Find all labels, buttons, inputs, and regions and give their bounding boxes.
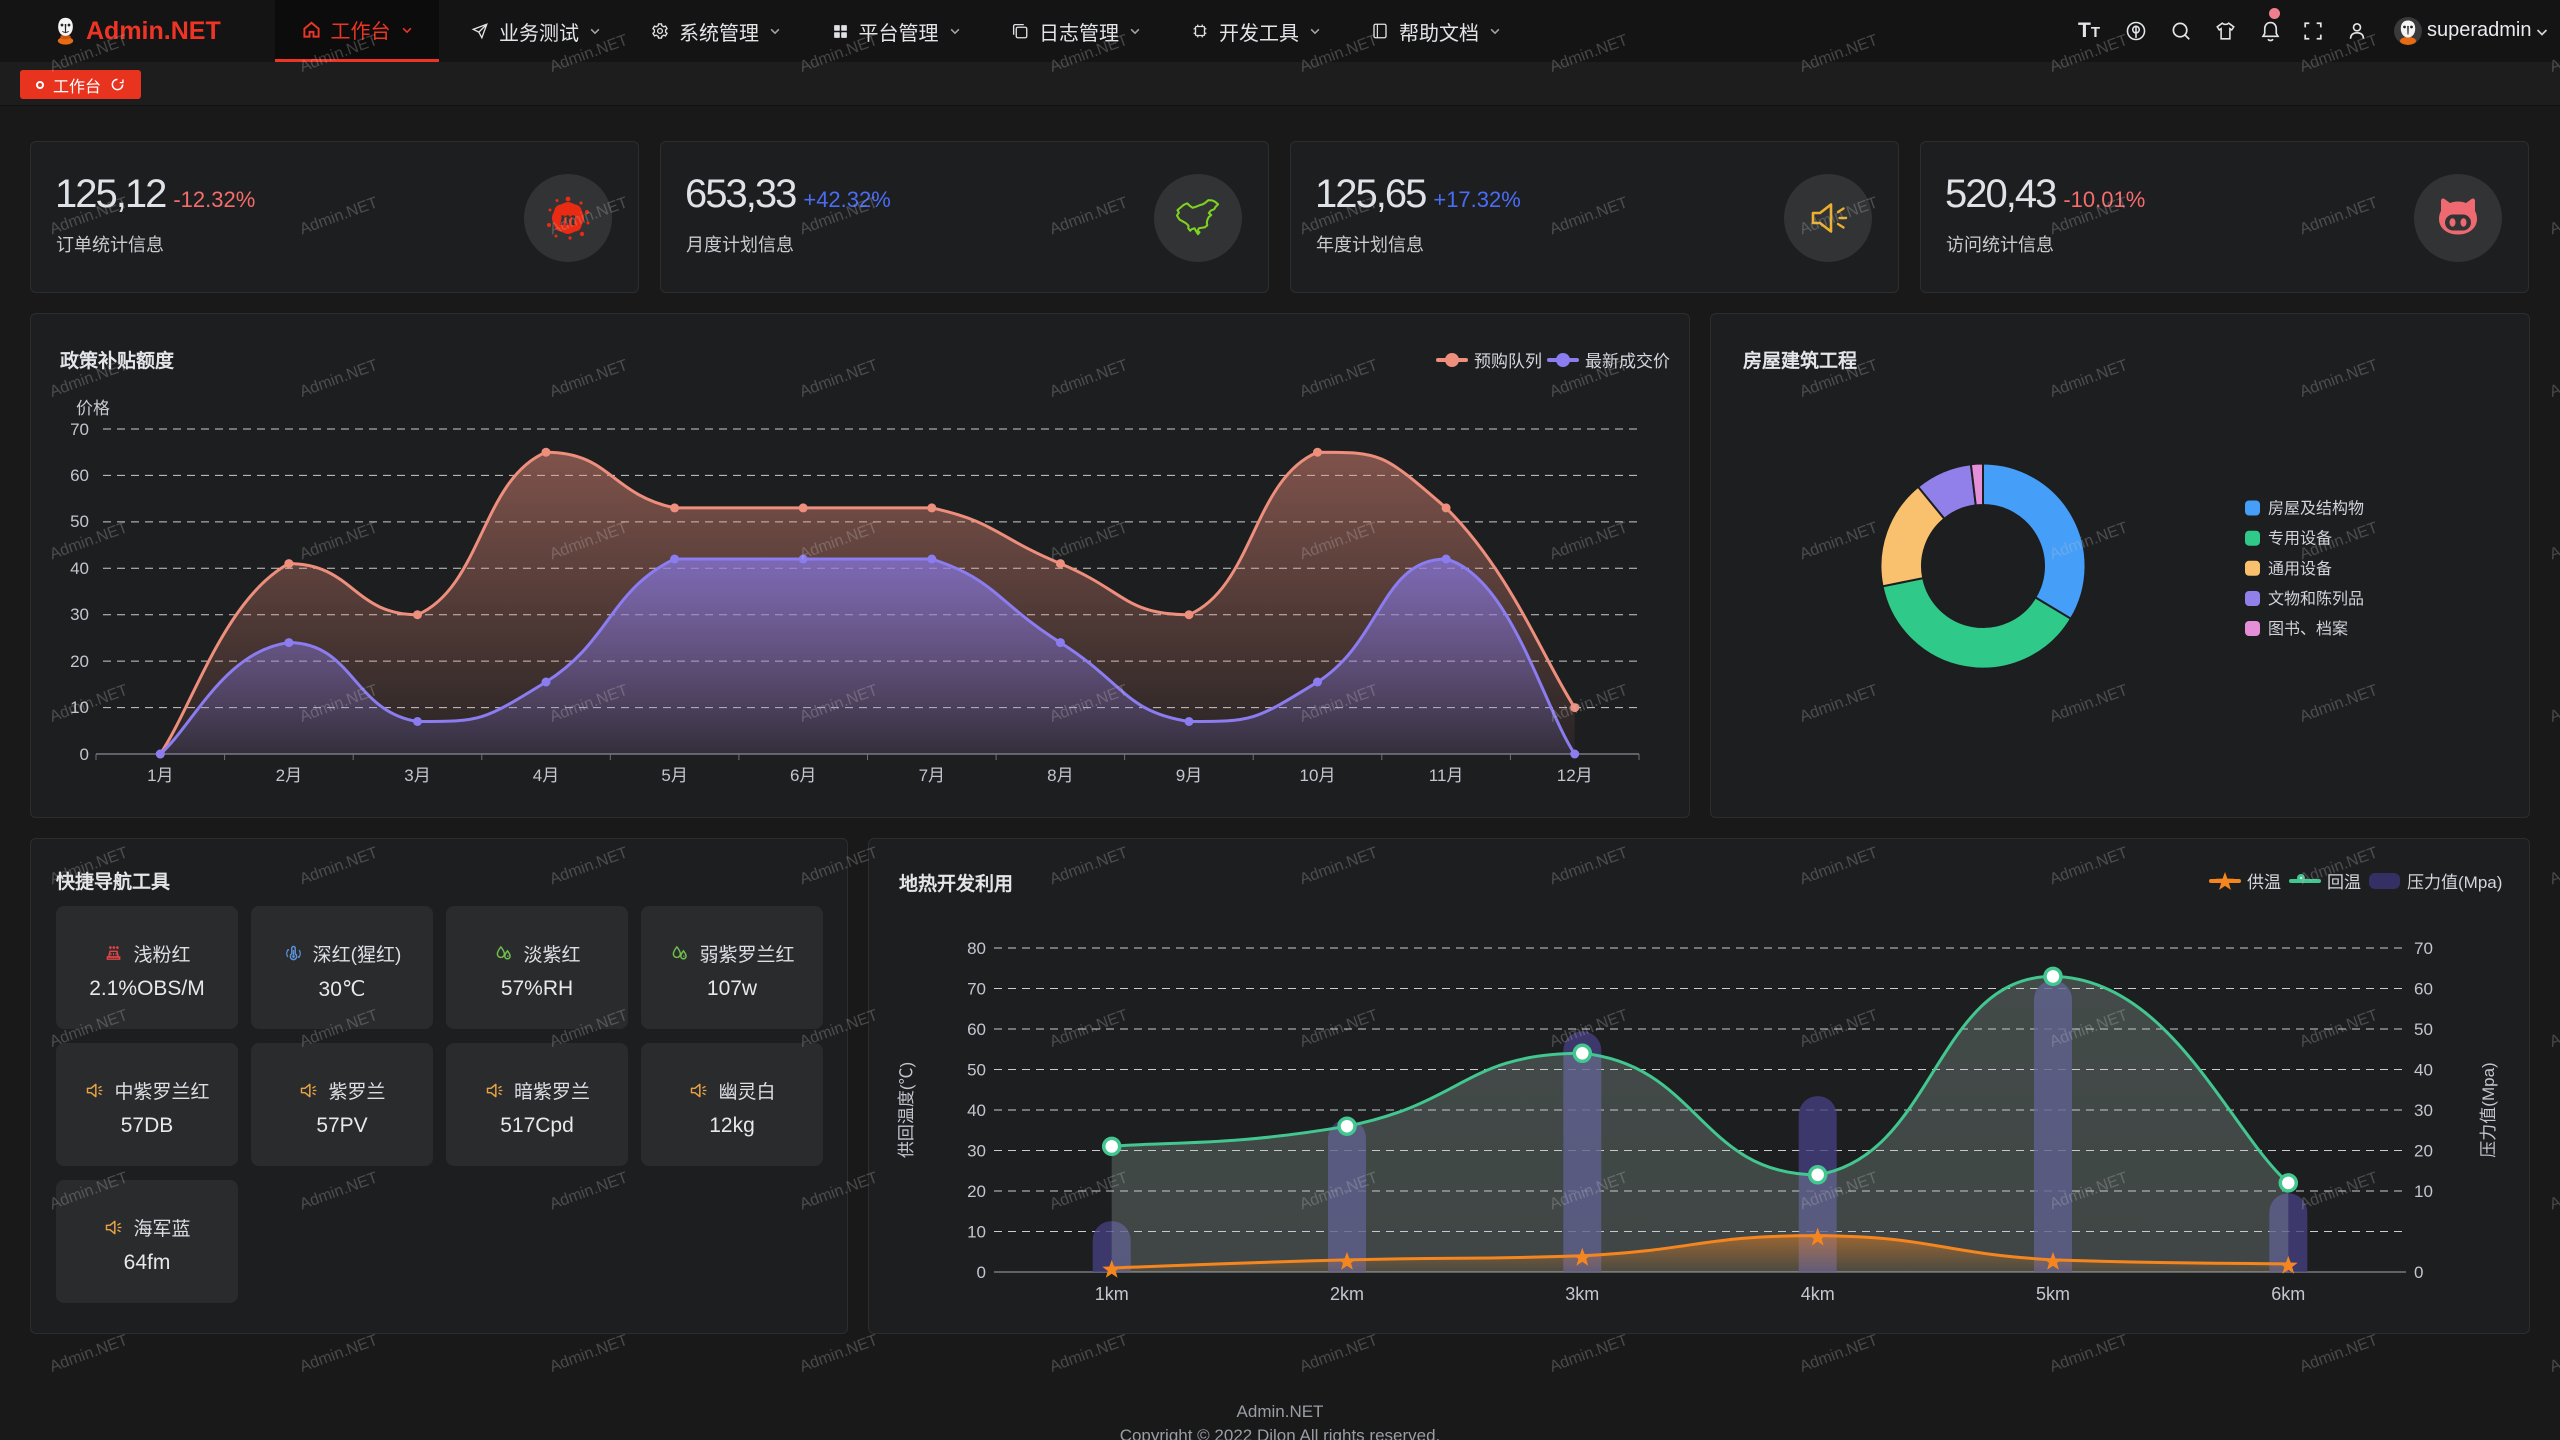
- svg-text:5km: 5km: [2036, 1284, 2070, 1304]
- svg-text:50: 50: [967, 1061, 986, 1080]
- svg-text:20: 20: [2414, 1142, 2433, 1161]
- svg-text:30: 30: [967, 1142, 986, 1161]
- svg-text:50: 50: [2414, 1020, 2433, 1039]
- svg-text:60: 60: [70, 466, 89, 485]
- svg-text:4月: 4月: [533, 766, 559, 785]
- svg-text:文物和陈列品: 文物和陈列品: [2268, 590, 2364, 608]
- svg-text:0: 0: [80, 745, 89, 764]
- svg-text:60: 60: [967, 1020, 986, 1039]
- svg-text:30: 30: [2414, 1101, 2433, 1120]
- svg-text:3月: 3月: [404, 766, 430, 785]
- svg-text:70: 70: [70, 420, 89, 439]
- svg-text:0: 0: [977, 1263, 986, 1282]
- svg-text:9月: 9月: [1176, 766, 1202, 785]
- svg-text:60: 60: [2414, 980, 2433, 999]
- svg-text:2月: 2月: [276, 766, 302, 785]
- svg-text:10: 10: [70, 698, 89, 717]
- svg-text:40: 40: [70, 559, 89, 578]
- svg-text:6km: 6km: [2271, 1284, 2305, 1304]
- svg-text:80: 80: [967, 939, 986, 958]
- svg-text:1月: 1月: [147, 766, 173, 785]
- svg-text:20: 20: [967, 1182, 986, 1201]
- svg-text:6月: 6月: [790, 766, 816, 785]
- svg-text:7月: 7月: [919, 766, 945, 785]
- svg-text:价格: 价格: [76, 399, 110, 418]
- svg-text:压力值(Mpa): 压力值(Mpa): [2479, 1062, 2498, 1157]
- svg-text:3km: 3km: [1565, 1284, 1599, 1304]
- svg-text:房屋及结构物: 房屋及结构物: [2268, 500, 2364, 518]
- svg-text:30: 30: [70, 605, 89, 624]
- svg-text:70: 70: [967, 980, 986, 999]
- svg-text:40: 40: [2414, 1061, 2433, 1080]
- svg-text:40: 40: [967, 1101, 986, 1120]
- svg-text:10月: 10月: [1300, 766, 1336, 785]
- svg-text:50: 50: [70, 512, 89, 531]
- svg-text:8月: 8月: [1047, 766, 1073, 785]
- svg-text:70: 70: [2414, 939, 2433, 958]
- svg-text:m: m: [560, 206, 576, 230]
- svg-text:20: 20: [70, 652, 89, 671]
- svg-text:供回温度(℃): 供回温度(℃): [897, 1062, 916, 1158]
- svg-text:11月: 11月: [1429, 766, 1464, 785]
- svg-text:4km: 4km: [1801, 1284, 1835, 1304]
- svg-text:图书、档案: 图书、档案: [2268, 620, 2348, 638]
- svg-text:12月: 12月: [1557, 766, 1593, 785]
- svg-text:2km: 2km: [1330, 1284, 1364, 1304]
- svg-text:通用设备: 通用设备: [2268, 560, 2332, 578]
- svg-text:10: 10: [967, 1223, 986, 1242]
- svg-text:专用设备: 专用设备: [2268, 530, 2332, 548]
- svg-text:1km: 1km: [1095, 1284, 1129, 1304]
- svg-text:0: 0: [2414, 1263, 2423, 1282]
- svg-text:5月: 5月: [661, 766, 687, 785]
- svg-text:10: 10: [2414, 1182, 2433, 1201]
